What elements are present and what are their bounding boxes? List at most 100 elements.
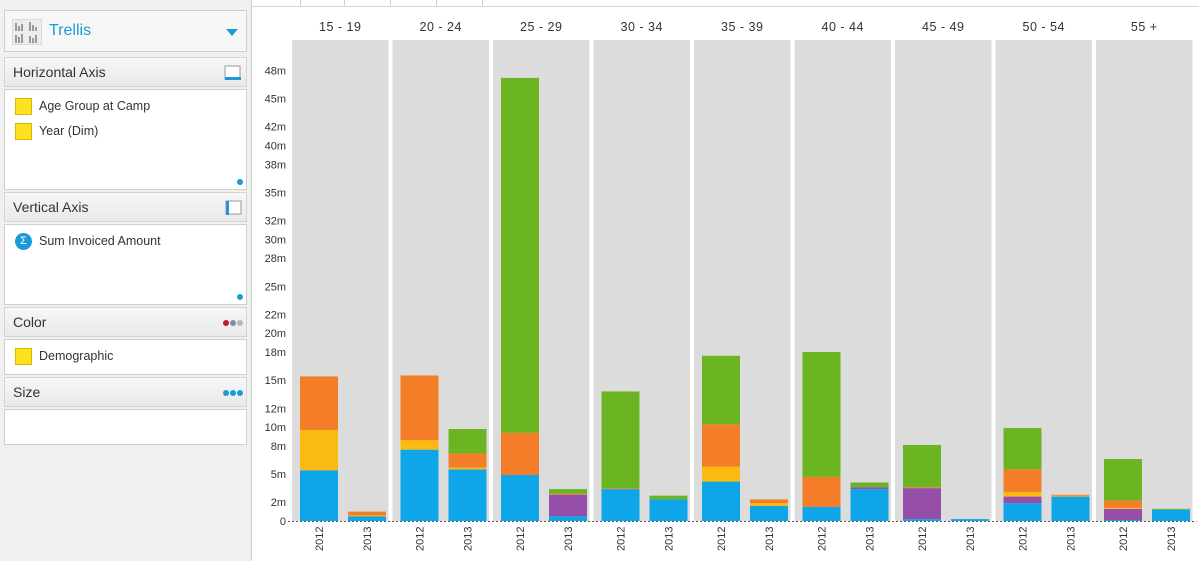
color-header: Color bbox=[4, 307, 247, 337]
bar-segment bbox=[400, 449, 439, 521]
vertical-axis-dropzone[interactable]: Σ Sum Invoiced Amount bbox=[4, 224, 247, 305]
bar-segment bbox=[549, 494, 587, 517]
bar-segment bbox=[903, 488, 941, 520]
bar-segment bbox=[1003, 496, 1042, 504]
bar-segment bbox=[951, 519, 989, 521]
x-tick-label: 2013 bbox=[463, 527, 475, 551]
bar-segment bbox=[1104, 500, 1142, 508]
bar-segment bbox=[1003, 469, 1042, 492]
color-dropzone[interactable]: Demographic bbox=[4, 339, 247, 375]
bar-segment bbox=[1104, 520, 1142, 521]
color-dots-icon[interactable] bbox=[222, 319, 246, 327]
bar-segment bbox=[1051, 494, 1090, 496]
bar-segment bbox=[1003, 428, 1042, 470]
bar-segment bbox=[702, 481, 740, 521]
panel-title: 30 - 34 bbox=[621, 20, 663, 34]
bar-segment bbox=[348, 516, 386, 521]
x-tick-label: 2013 bbox=[362, 527, 374, 551]
chart-area: 0 2m 5m 8m 10m 12m 15m 18m 20m 22m 25m 28m 30m 32m 35m… bbox=[252, 0, 1199, 561]
field-label: Demographic bbox=[39, 349, 114, 363]
bar-segment bbox=[649, 499, 688, 521]
x-tick-label: 2012 bbox=[616, 527, 628, 551]
y-tick-label: 2m bbox=[271, 497, 286, 509]
color-title: Color bbox=[13, 314, 47, 330]
bar-segment bbox=[300, 429, 338, 471]
bar-segment bbox=[1152, 508, 1190, 510]
x-tick-label: 2013 bbox=[965, 527, 977, 551]
bar-segment bbox=[1152, 509, 1190, 521]
bar-segment bbox=[802, 476, 841, 507]
bar-segment bbox=[850, 482, 889, 488]
x-tick-label: 2012 bbox=[415, 527, 427, 551]
x-tick-label: 2013 bbox=[865, 527, 877, 551]
horizontal-axis-header: Horizontal Axis bbox=[4, 57, 247, 87]
bar-segment bbox=[702, 424, 740, 467]
y-tick-label: 15m bbox=[265, 375, 286, 387]
size-header: Size bbox=[4, 377, 247, 407]
bar-segment bbox=[1051, 495, 1090, 497]
panel-title: 15 - 19 bbox=[319, 20, 361, 34]
trellis-chart-icon bbox=[12, 19, 42, 45]
bar-segment bbox=[1003, 491, 1042, 497]
x-tick-label: 2013 bbox=[1066, 527, 1078, 551]
size-dots-icon[interactable] bbox=[222, 389, 246, 397]
horizontal-axis-icon[interactable] bbox=[224, 65, 242, 81]
field-label: Age Group at Camp bbox=[39, 99, 151, 113]
y-tick-label: 48m bbox=[265, 65, 286, 77]
bar-segment bbox=[348, 515, 386, 517]
bar-segment bbox=[702, 355, 740, 425]
panel-title: 55 + bbox=[1131, 20, 1158, 34]
vertical-axis-icon[interactable] bbox=[225, 200, 243, 216]
bar-segment bbox=[549, 516, 587, 521]
x-tick-label: 2012 bbox=[515, 527, 527, 551]
x-tick-label: 2012 bbox=[817, 527, 829, 551]
y-tick-label: 8m bbox=[271, 441, 286, 453]
bar-segment bbox=[501, 77, 539, 433]
bar-segment bbox=[903, 519, 941, 521]
x-tick-label: 2012 bbox=[1118, 527, 1130, 551]
field-label: Year (Dim) bbox=[39, 124, 99, 138]
size-title: Size bbox=[13, 384, 41, 400]
chart-type-selector[interactable]: Trellis bbox=[4, 10, 247, 52]
x-tick-label: 2012 bbox=[917, 527, 929, 551]
dimension-icon bbox=[15, 123, 32, 140]
horizontal-axis-dropzone[interactable]: Age Group at Camp Year (Dim) bbox=[4, 89, 247, 190]
y-tick-label: 28m bbox=[265, 253, 286, 265]
bar-segment bbox=[601, 488, 640, 490]
bar-segment bbox=[1051, 496, 1090, 521]
bar-segment bbox=[850, 489, 889, 521]
bar-segment bbox=[501, 432, 539, 475]
dimension-icon bbox=[15, 98, 32, 115]
x-tick-label: 2013 bbox=[764, 527, 776, 551]
size-dropzone[interactable] bbox=[4, 409, 247, 445]
field-sum-invoiced[interactable]: Σ Sum Invoiced Amount bbox=[15, 233, 235, 251]
bar-segment bbox=[348, 511, 386, 516]
field-label: Sum Invoiced Amount bbox=[39, 234, 161, 248]
bar-segment bbox=[300, 470, 338, 521]
panel-title: 25 - 29 bbox=[520, 20, 562, 34]
field-demographic[interactable]: Demographic bbox=[15, 348, 235, 366]
x-tick-label: 2012 bbox=[314, 527, 326, 551]
sigma-icon: Σ bbox=[15, 233, 32, 250]
field-age-group[interactable]: Age Group at Camp bbox=[15, 98, 235, 116]
horizontal-axis-title: Horizontal Axis bbox=[13, 64, 106, 80]
y-tick-label: 5m bbox=[271, 469, 286, 481]
bar-segment bbox=[300, 376, 338, 430]
y-tick-label: 42m bbox=[265, 122, 286, 134]
bar-segment bbox=[802, 352, 841, 477]
x-tick-label: 2013 bbox=[664, 527, 676, 551]
y-tick-label: 40m bbox=[265, 140, 286, 152]
field-year[interactable]: Year (Dim) bbox=[15, 123, 235, 141]
y-tick-label: 25m bbox=[265, 281, 286, 293]
bar-segment bbox=[750, 499, 788, 504]
chevron-down-icon[interactable] bbox=[226, 29, 238, 36]
y-tick-label: 30m bbox=[265, 234, 286, 246]
bar-segment bbox=[802, 506, 841, 521]
bar-segment bbox=[549, 493, 587, 495]
x-tick-label: 2013 bbox=[1166, 527, 1178, 551]
bar-segment bbox=[850, 487, 889, 490]
dropzone-dot-icon bbox=[237, 179, 243, 185]
panel-title: 45 - 49 bbox=[922, 20, 964, 34]
bar-segment bbox=[702, 466, 740, 482]
bar-segment bbox=[903, 487, 941, 489]
